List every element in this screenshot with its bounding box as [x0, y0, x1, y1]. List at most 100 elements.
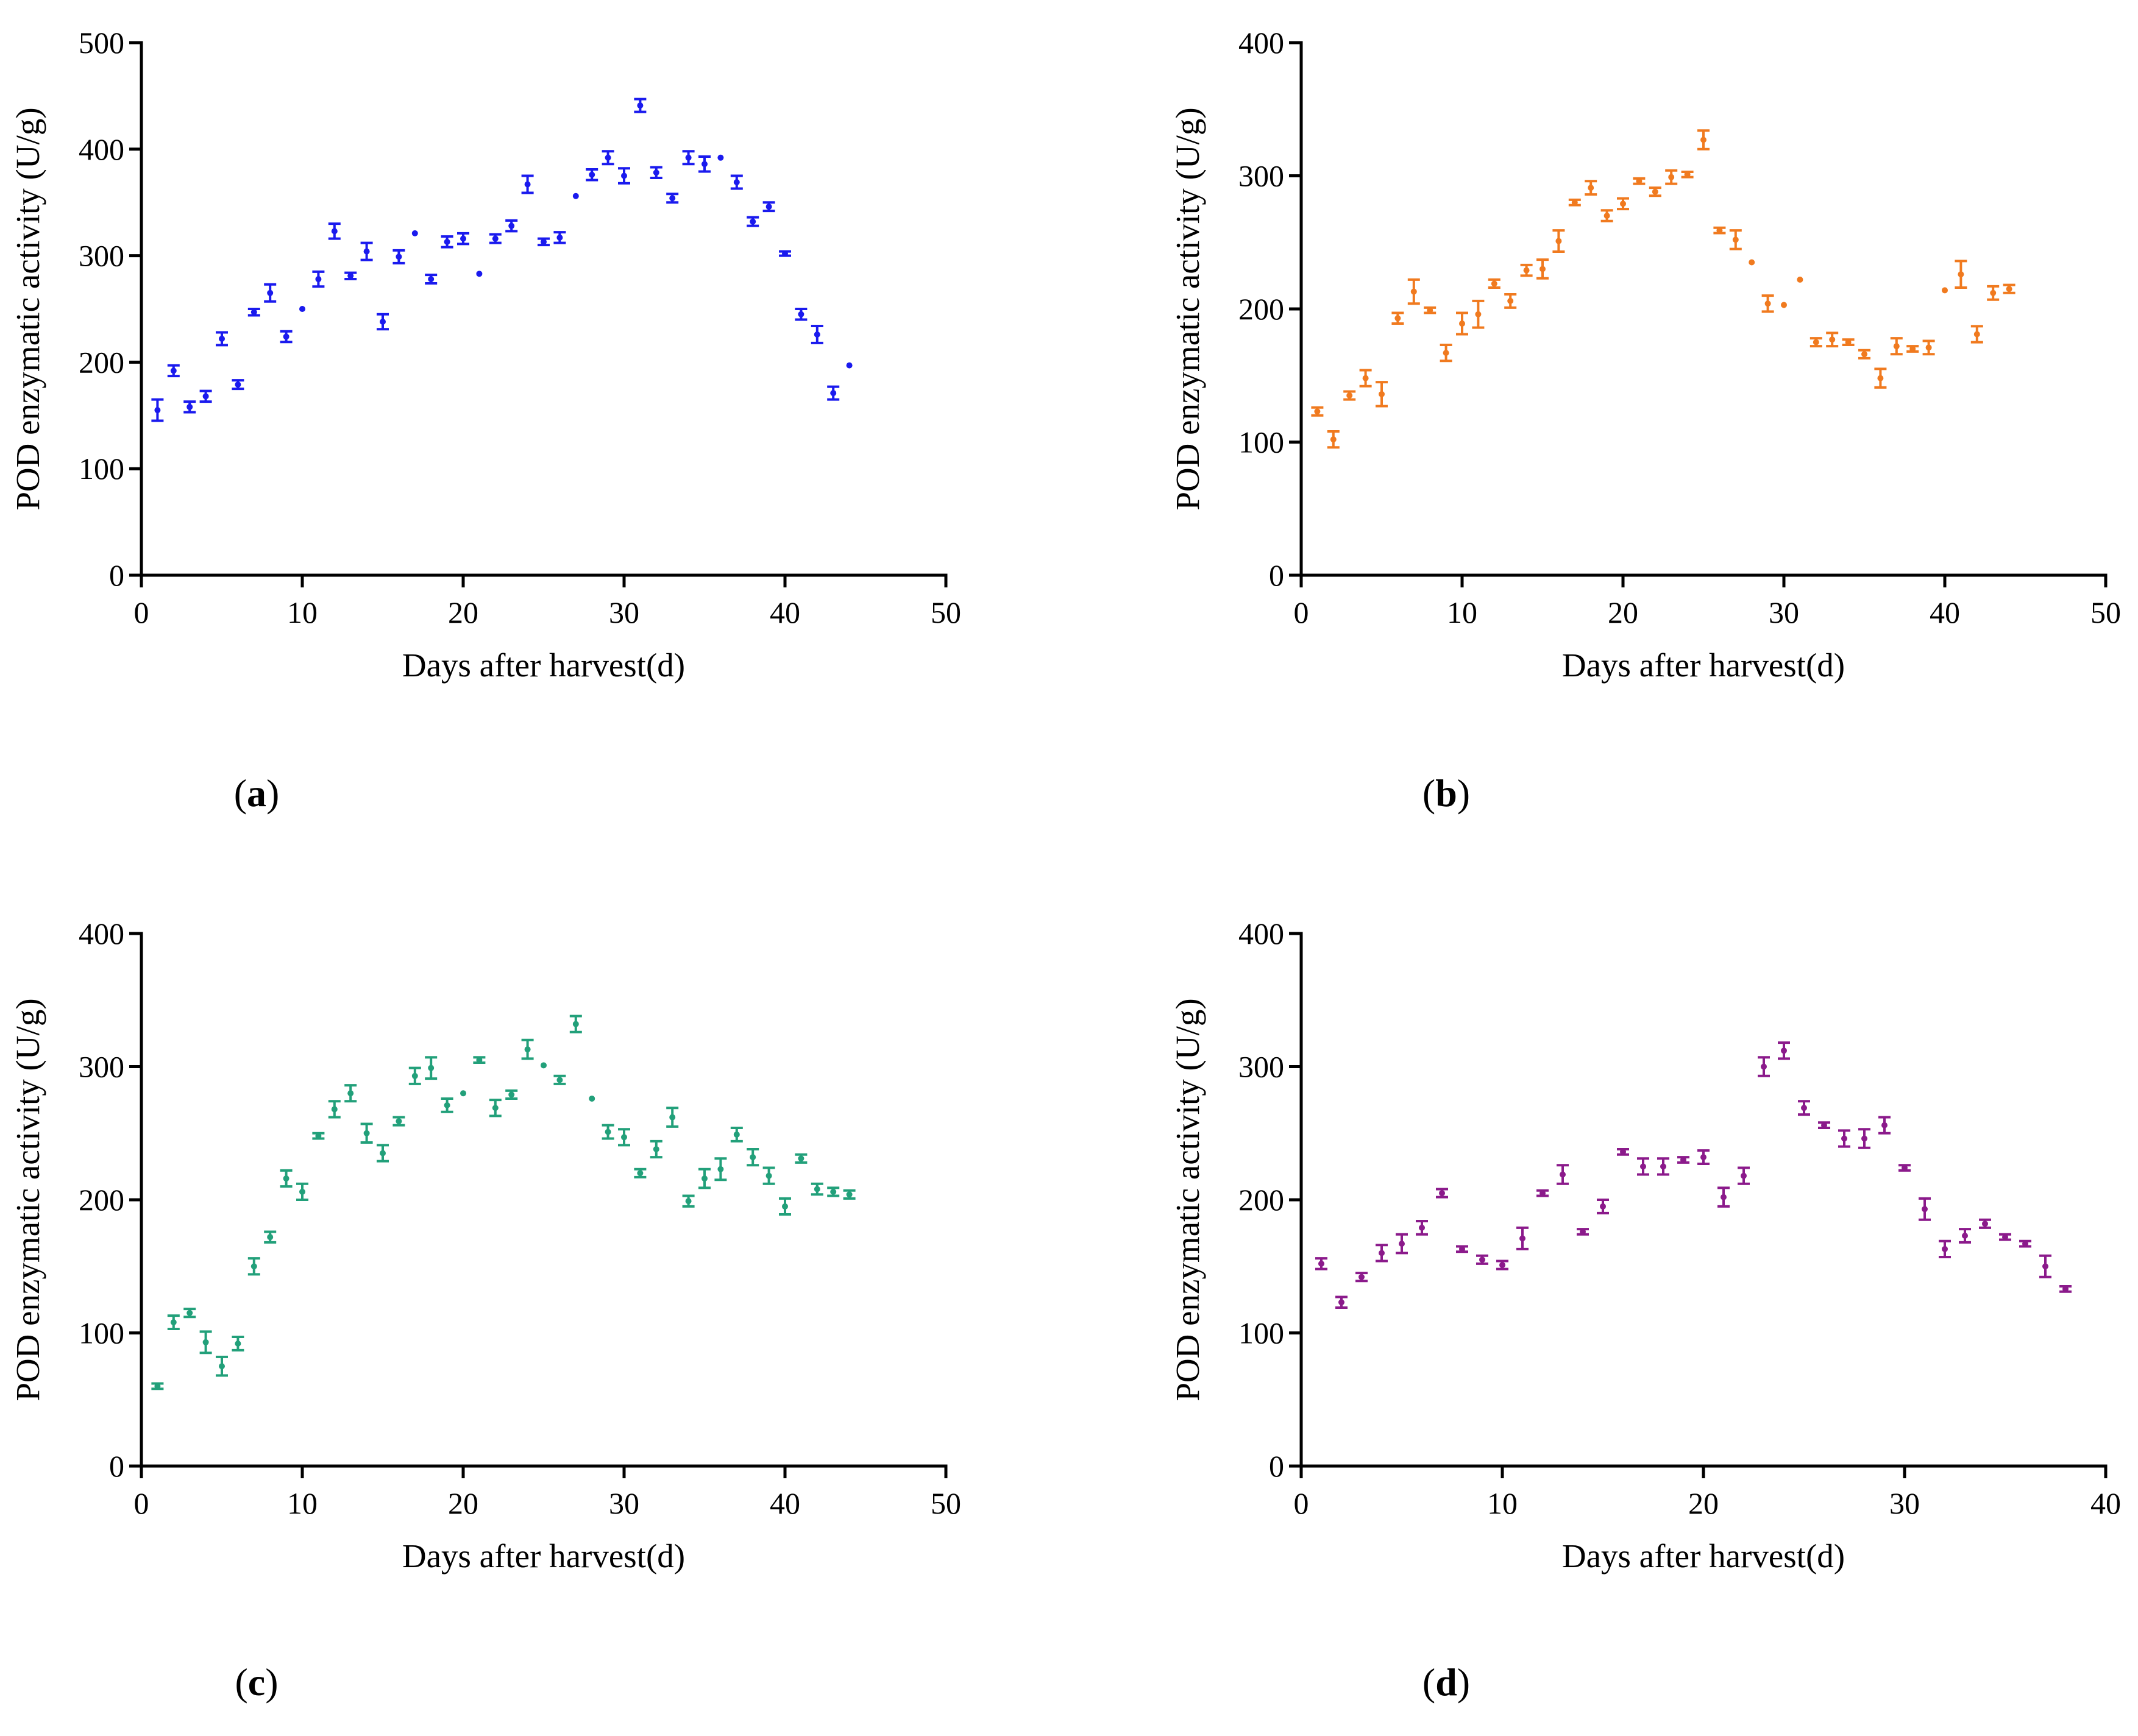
data-point: [1987, 285, 2000, 301]
data-point: [1922, 339, 1935, 356]
data-marker: [363, 1130, 370, 1136]
data-point: [1878, 1116, 1891, 1135]
data-marker: [1942, 1245, 1948, 1252]
data-point: [666, 193, 679, 204]
panel-a: 0 100 200 300 400 500 0 10 20 30 40 50 Days after ha…: [0, 0, 1069, 868]
data-marker: [460, 235, 466, 242]
y-tick-label: 300: [79, 1050, 124, 1084]
data-point: [795, 1153, 808, 1164]
data-point: [1552, 229, 1565, 253]
data-marker: [846, 1191, 853, 1198]
data-point: [1959, 1228, 1971, 1244]
data-point: [1335, 1295, 1348, 1309]
data-point: [1311, 406, 1324, 417]
x-tick-label: 50: [2090, 595, 2121, 629]
data-point: [216, 331, 228, 347]
data-point: [1557, 1164, 1569, 1185]
data-point: [1424, 306, 1437, 314]
data-marker: [186, 403, 193, 410]
data-marker: [1640, 1163, 1646, 1170]
data-marker: [2042, 1263, 2048, 1270]
data-marker: [1379, 391, 1385, 397]
y-tick-label: 0: [1269, 1449, 1284, 1483]
y-axis-title: POD enzymatic activity (U/g): [1169, 998, 1206, 1401]
data-marker: [1523, 267, 1530, 274]
x-tick-label: 30: [609, 1486, 639, 1520]
data-point: [408, 1066, 421, 1085]
data-marker: [250, 1263, 257, 1270]
data-point: [1919, 1197, 1931, 1221]
data-marker: [572, 193, 579, 199]
data-marker: [765, 204, 772, 210]
data-point: [411, 230, 418, 236]
data-point: [572, 193, 579, 199]
data-marker: [621, 172, 627, 179]
data-marker: [524, 1046, 531, 1053]
data-marker: [1399, 1241, 1405, 1247]
data-point: [1797, 276, 1803, 283]
data-marker: [219, 1363, 225, 1370]
data-marker: [830, 390, 837, 397]
data-marker: [1922, 1206, 1928, 1213]
data-marker: [1680, 1157, 1686, 1163]
data-point: [1472, 299, 1485, 329]
data-point: [377, 313, 389, 331]
data-point: [183, 400, 196, 414]
data-point: [1617, 1147, 1629, 1156]
data-marker: [717, 154, 724, 161]
data-point: [1536, 258, 1549, 280]
data-marker: [1475, 311, 1482, 317]
data-marker: [685, 1198, 692, 1205]
data-point: [1440, 343, 1452, 363]
data-point: [1697, 1149, 1710, 1166]
data-point: [634, 97, 647, 113]
y-tick-label: 300: [79, 239, 124, 273]
x-tick-label: 20: [1608, 595, 1638, 629]
data-point: [2019, 1239, 2031, 1248]
data-point: [1809, 337, 1822, 348]
panel-b: 0 100 200 300 400 0 10 20 30 40 50 Days after harve…: [1069, 0, 2138, 868]
data-marker: [589, 171, 595, 178]
data-point: [1416, 1219, 1428, 1236]
data-point: [1677, 1156, 1689, 1164]
panel-label-c: (c): [235, 1660, 279, 1704]
data-marker: [798, 1155, 804, 1162]
data-point: [1376, 381, 1388, 408]
data-marker: [1620, 1149, 1626, 1155]
data-marker: [283, 1175, 289, 1182]
data-marker: [1507, 297, 1514, 304]
y-tick-label: 0: [1269, 558, 1284, 592]
data-marker: [1652, 188, 1658, 195]
data-point: [392, 249, 405, 264]
panel-label-a: (a): [233, 771, 280, 815]
data-marker: [701, 1175, 708, 1182]
data-marker: [765, 1172, 772, 1179]
chart-b: 0 100 200 300 400 0 10 20 30 40 50 Days after harve…: [1169, 26, 2121, 684]
data-point: [264, 283, 277, 303]
data-point: [553, 1074, 566, 1085]
data-point: [1520, 263, 1533, 277]
data-point: [846, 362, 853, 369]
data-point: [602, 1124, 614, 1140]
data-marker: [1555, 238, 1562, 244]
data-point: [151, 398, 164, 422]
data-point: [1315, 1257, 1327, 1270]
data-marker: [653, 1146, 659, 1152]
data-point: [1496, 1259, 1508, 1270]
y-tick-label: 300: [1238, 1050, 1284, 1084]
data-point: [1436, 1188, 1448, 1199]
data-point: [1939, 1239, 1951, 1258]
data-point: [747, 1147, 759, 1167]
data-marker: [1732, 236, 1739, 243]
data-point: [747, 216, 759, 227]
data-point: [618, 167, 630, 185]
data-marker: [428, 1065, 435, 1071]
data-point: [762, 201, 775, 213]
data-point: [476, 271, 483, 277]
data-marker: [202, 1339, 209, 1345]
data-point: [618, 1128, 630, 1147]
data-marker: [1491, 280, 1497, 287]
data-point: [232, 379, 244, 391]
data-marker: [1909, 345, 1916, 352]
data-marker: [1881, 1122, 1888, 1128]
